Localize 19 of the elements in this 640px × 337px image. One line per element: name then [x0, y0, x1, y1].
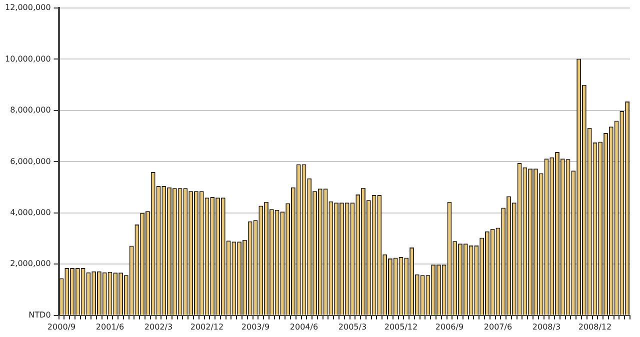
y-tick-label: 4,000,000	[10, 208, 51, 218]
y-tick-label: 8,000,000	[10, 106, 51, 115]
x-tick-label: 2003/9	[241, 322, 270, 332]
y-tick-label: 2,000,000	[10, 259, 51, 268]
x-tick-label: 2006/9	[435, 322, 464, 332]
x-tick-label: 2005/3	[338, 322, 367, 332]
x-tick-label: 2008/3	[532, 322, 561, 332]
x-tick-label: 2002/12	[190, 322, 224, 332]
x-tick-label: 2005/12	[384, 322, 418, 332]
x-tick-label: 2002/3	[144, 322, 173, 332]
x-tick-label: 2001/6	[96, 322, 124, 332]
y-tick-label: 10,000,000	[4, 54, 51, 64]
y-tick-label: 6,000,000	[10, 156, 51, 166]
x-tick-label: 2004/6	[290, 322, 318, 332]
y-tick-label: NTD0	[28, 310, 51, 320]
x-tick-label: 2008/12	[578, 322, 612, 332]
x-tick-label: 2007/6	[484, 322, 512, 332]
x-tick-label: 2000/9	[47, 322, 76, 332]
y-tick-label: 12,000,000	[4, 3, 51, 12]
